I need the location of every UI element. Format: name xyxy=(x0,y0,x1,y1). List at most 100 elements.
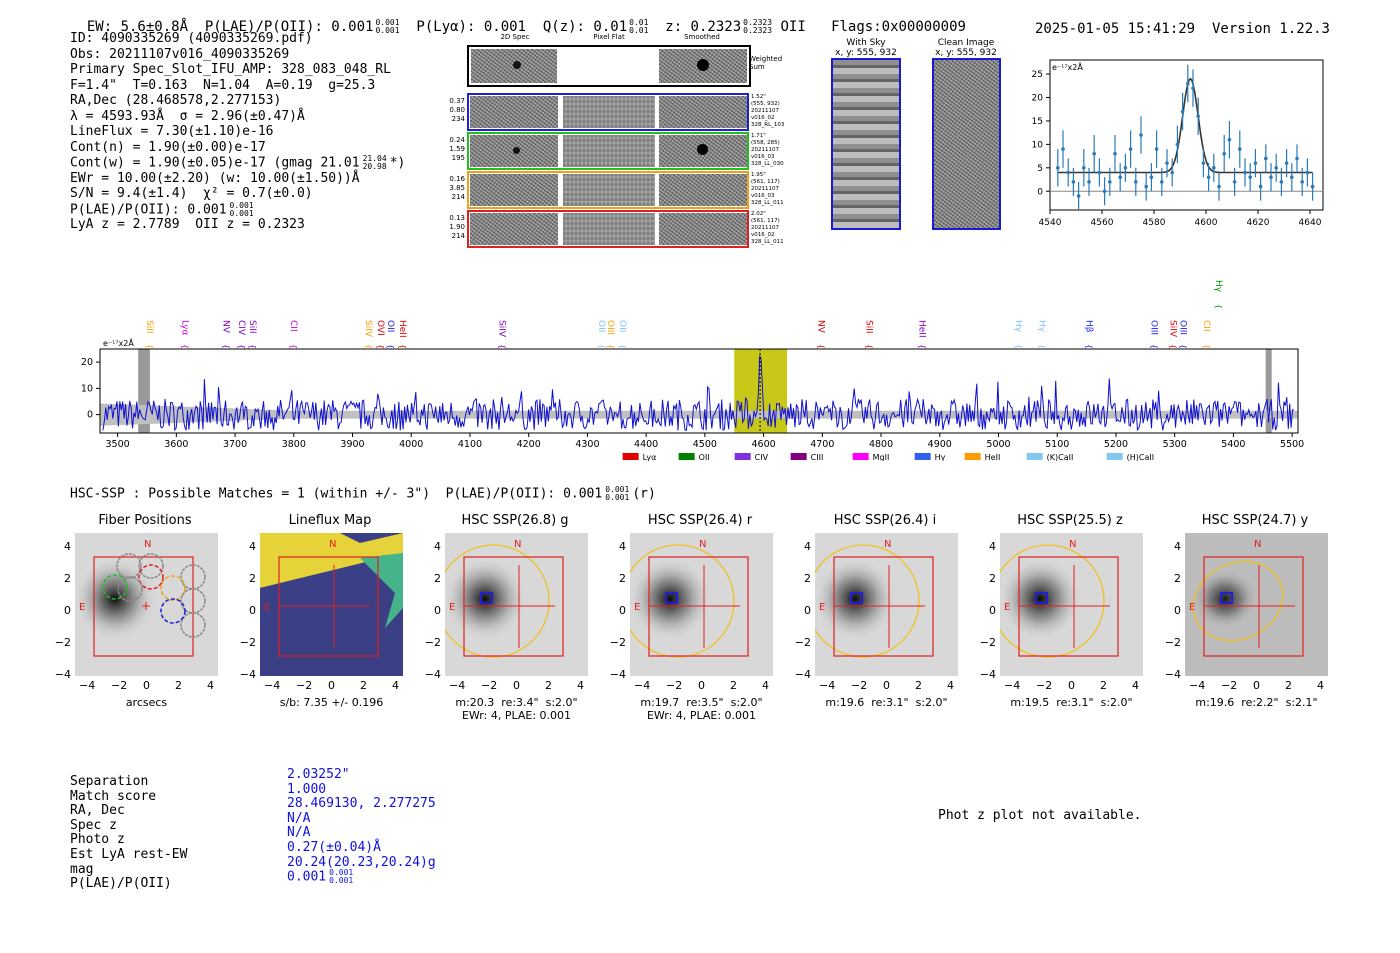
clean-panel-title: Clean Image xyxy=(937,38,995,48)
hsc-xtick-label: −4 xyxy=(819,679,836,692)
svg-text:N: N xyxy=(1069,539,1076,550)
clean-panel: Clean Image x, y: 555, 932 xyxy=(926,38,1006,230)
spec2d-row-meta: 1.95" (561, 117) 20211107 v016_03 328_LL_011 xyxy=(751,172,793,207)
spec2d-row-meta: 1.71" (558, 285) 20211107 v016_03 328_LL_030 xyxy=(751,133,793,168)
match-label: RA, Dec xyxy=(70,803,125,819)
match-plae-lo: 0.001 xyxy=(329,876,354,886)
svg-text:E: E xyxy=(264,602,270,613)
zoom-data-point xyxy=(1284,149,1289,178)
full-xtick-label: 5300 xyxy=(1163,439,1187,450)
hsc-header-tail: (r) xyxy=(632,486,656,502)
spec2d-row-smoothed xyxy=(659,213,747,245)
spec2d-row-meta-line: 20211107 xyxy=(751,108,779,114)
svg-text:E: E xyxy=(1189,602,1195,613)
svg-text:Lyα: Lyα xyxy=(179,320,189,336)
hsc-ytick-label: 4 xyxy=(249,540,256,553)
match-value: N/A xyxy=(287,825,311,841)
hsc-panel-caption: m:19.7 re:3.5" s:2.0" xyxy=(640,696,763,709)
match-row: P(LAE)/P(OII) 0.001 0.001 0.001 xyxy=(70,869,670,892)
match-rows: Separation 2.03252" Match score 1.000 RA, De… xyxy=(70,767,670,892)
svg-text:E: E xyxy=(634,602,640,613)
hsc-panel-caption: m:19.5 re:3.1" s:2.0" xyxy=(1010,696,1133,709)
full-xtick-label: 5200 xyxy=(1104,439,1128,450)
info-lineflux: LineFlux = 7.30(±1.10)e-16 xyxy=(70,124,274,139)
zoom-data-point xyxy=(1154,130,1159,168)
hsc-xtick-label: −2 xyxy=(1221,679,1238,692)
full-xtick-label: 4300 xyxy=(575,439,599,450)
spec2d-row-meta-line: 328_RL_103 xyxy=(751,122,785,128)
hsc-xtick-label: 0 xyxy=(513,679,520,692)
spectral-line-marker: OIII { xyxy=(1148,320,1158,349)
hsc-ytick-label: −2 xyxy=(239,636,256,649)
spec2d-row-2d xyxy=(470,213,558,245)
header-z-lo: 0.2323 xyxy=(743,26,773,35)
hsc-ytick-label: 2 xyxy=(619,572,626,585)
spectrum-legend-item: Hγ xyxy=(914,453,946,461)
spec2d-row-num: 214 xyxy=(451,232,465,240)
zoom-data-point xyxy=(1310,172,1315,201)
spec2d-row-num: 0.80 xyxy=(449,106,465,114)
spec2d-row-meta-line: 20211107 xyxy=(751,147,779,153)
hsc-xtick-label: 0 xyxy=(1253,679,1260,692)
svg-text:{: { xyxy=(180,344,189,349)
spec2d-row-meta-line: (558, 285) xyxy=(751,140,780,146)
hsc-panel-title: Lineflux Map xyxy=(288,513,372,528)
svg-text:Lyα: Lyα xyxy=(643,453,657,461)
svg-text:OII: OII xyxy=(596,320,606,332)
full-error-band xyxy=(100,403,1298,426)
spec2d-row-meta-line: v016_03 xyxy=(751,154,775,160)
hsc-panel-xaxis: −4 −2 0 2 4 xyxy=(1185,679,1328,693)
svg-text:OVI: OVI xyxy=(375,320,385,336)
full-unit-label: e⁻¹⁷x2Å xyxy=(103,337,134,348)
zoom-xtick-label: 4560 xyxy=(1091,218,1114,228)
svg-text:OIII: OIII xyxy=(1178,320,1188,335)
zoom-data-point xyxy=(1186,64,1190,103)
full-highlight-band xyxy=(734,349,788,433)
full-spectrum-line xyxy=(102,355,1294,432)
match-row: Est LyA rest-EW 0.27(±0.04)Å xyxy=(70,840,670,862)
zoom-data-point xyxy=(1149,163,1154,192)
zoom-data-point xyxy=(1217,172,1221,201)
hsc-panel-title: HSC SSP(26.4) i xyxy=(833,513,937,528)
spec2d-row-flat xyxy=(563,213,655,245)
zoom-data-point xyxy=(1269,163,1273,192)
info-plae-row: P(LAE)/P(OII): 0.001 0.001 0.001 xyxy=(70,201,450,217)
zoom-frame xyxy=(1049,59,1324,211)
hsc-ytick-label: −4 xyxy=(609,668,626,681)
zoom-data-point xyxy=(1170,158,1174,187)
info-radec: RA,Dec (28.468578,2.277153) xyxy=(70,93,282,108)
info-contw: Cont(w) = 1.90(±0.05)e-17 (gmag 21.01 xyxy=(70,155,360,171)
hsc-xtick-label: 2 xyxy=(175,679,182,692)
clean-image xyxy=(932,58,1001,230)
zoom-xtick-label: 4600 xyxy=(1195,218,1218,228)
spectral-line-marker: CII { xyxy=(1201,320,1211,349)
hsc-ytick-label: 0 xyxy=(249,604,256,617)
hsc-xtick-label: 0 xyxy=(143,679,150,692)
match-plae: 0.001 xyxy=(287,869,327,885)
full-xtick-label: 3700 xyxy=(223,439,247,450)
full-frame xyxy=(99,348,1299,434)
spec2d-col-flat: Pixel Flat xyxy=(593,33,625,41)
svg-text:OII: OII xyxy=(617,320,627,332)
spec2d-row xyxy=(467,93,749,131)
hsc-ytick-label: 0 xyxy=(434,604,441,617)
svg-text:CIII: CIII xyxy=(811,453,824,461)
zoom-xtick-label: 4640 xyxy=(1299,218,1322,228)
zoom-ytick-label: 0 xyxy=(1037,187,1043,197)
spectral-line-marker: NV { xyxy=(220,320,230,349)
hsc-xtick-label: −2 xyxy=(666,679,683,692)
header-plya: P(Lyα): 0.001 xyxy=(416,19,526,35)
hsc-panel-xaxis: −4 −2 0 2 4 xyxy=(260,679,403,693)
zoom-data-point xyxy=(1128,130,1133,168)
zoom-data-point xyxy=(1087,167,1091,196)
svg-text:{: { xyxy=(1149,344,1158,349)
hsc-panel-caption: m:20.3 re:3.4" s:2.0" xyxy=(455,696,578,709)
svg-text:CII: CII xyxy=(1201,320,1211,332)
match-row: mag 20.24(20.23,20.24)g xyxy=(70,855,670,877)
header-qz: Q(z): 0.01 xyxy=(542,19,628,35)
hsc-ytick-label: 4 xyxy=(989,540,996,553)
spec2d-row-meta: 1.52" (555, 932) 20211107 v016_02 328_RL_103 xyxy=(751,94,793,129)
